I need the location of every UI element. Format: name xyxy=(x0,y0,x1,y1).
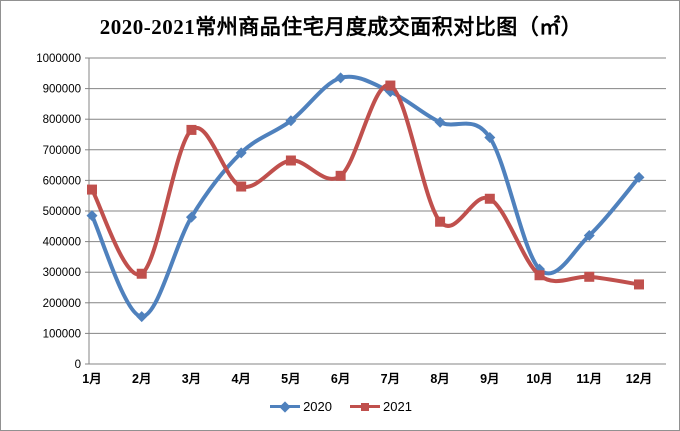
y-axis-label: 400000 xyxy=(43,237,81,249)
series-marker-2020 xyxy=(185,211,197,223)
x-axis-label: 7月 xyxy=(381,372,400,386)
series-marker-2020 xyxy=(285,115,297,127)
y-axis-label: 100000 xyxy=(43,328,81,340)
y-axis-label: 600000 xyxy=(43,175,81,187)
series-marker-2021 xyxy=(634,279,644,290)
x-axis-label: 8月 xyxy=(430,372,449,386)
legend-diamond-icon xyxy=(279,400,291,413)
series-marker-2021 xyxy=(385,80,396,91)
x-axis-label: 5月 xyxy=(281,372,300,386)
y-axis-label: 1000000 xyxy=(36,53,81,65)
x-axis-label: 9月 xyxy=(480,372,499,386)
series-marker-2020 xyxy=(235,147,247,159)
legend-item-2020: 2020 xyxy=(270,399,332,414)
series-marker-2021 xyxy=(534,270,545,281)
legend-item-2021: 2021 xyxy=(350,399,412,414)
series-marker-2021 xyxy=(584,271,595,282)
x-axis-label: 10月 xyxy=(526,372,552,386)
legend-square-icon xyxy=(361,402,369,411)
series-marker-2020 xyxy=(434,116,446,128)
series-marker-2021 xyxy=(87,184,97,195)
legend-swatch-2020 xyxy=(270,400,301,413)
x-axis-label: 2月 xyxy=(132,372,151,386)
series-marker-2020 xyxy=(633,171,645,183)
chart-title: 2020-2021常州商品住宅月度成交面积对比图（㎡） xyxy=(99,15,583,39)
y-axis-label: 200000 xyxy=(43,298,81,310)
y-axis-label: 700000 xyxy=(43,145,81,157)
series-marker-2021 xyxy=(236,181,247,192)
series-marker-2020 xyxy=(335,72,347,84)
series-marker-2021 xyxy=(335,170,346,181)
legend-label-2020: 2020 xyxy=(303,399,332,414)
y-axis-label: 0 xyxy=(75,359,81,371)
y-axis-label: 300000 xyxy=(43,267,81,279)
legend-label-2021: 2021 xyxy=(383,399,412,414)
series-marker-2020 xyxy=(583,229,595,241)
y-axis-label: 500000 xyxy=(43,206,81,218)
x-axis-label: 11月 xyxy=(576,372,602,386)
x-axis-label: 1月 xyxy=(82,372,101,386)
series-line-2021 xyxy=(90,83,641,287)
series-marker-2021 xyxy=(136,268,147,279)
y-axis-label: 900000 xyxy=(43,84,81,96)
series-marker-2021 xyxy=(435,216,446,227)
series-marker-2021 xyxy=(285,155,296,166)
series-marker-2020 xyxy=(484,132,496,144)
x-axis-label: 3月 xyxy=(182,372,201,386)
x-axis-label: 4月 xyxy=(231,372,250,386)
y-axis-label: 800000 xyxy=(43,114,81,126)
legend: 2020 2021 xyxy=(1,399,679,414)
series-marker-2020 xyxy=(136,311,148,323)
series-marker-2021 xyxy=(186,124,197,135)
x-axis-label: 12月 xyxy=(626,372,652,386)
legend-swatch-2021 xyxy=(350,401,380,413)
x-axis-label: 6月 xyxy=(331,372,350,386)
series-marker-2020 xyxy=(86,210,98,222)
series-marker-2021 xyxy=(484,193,495,204)
